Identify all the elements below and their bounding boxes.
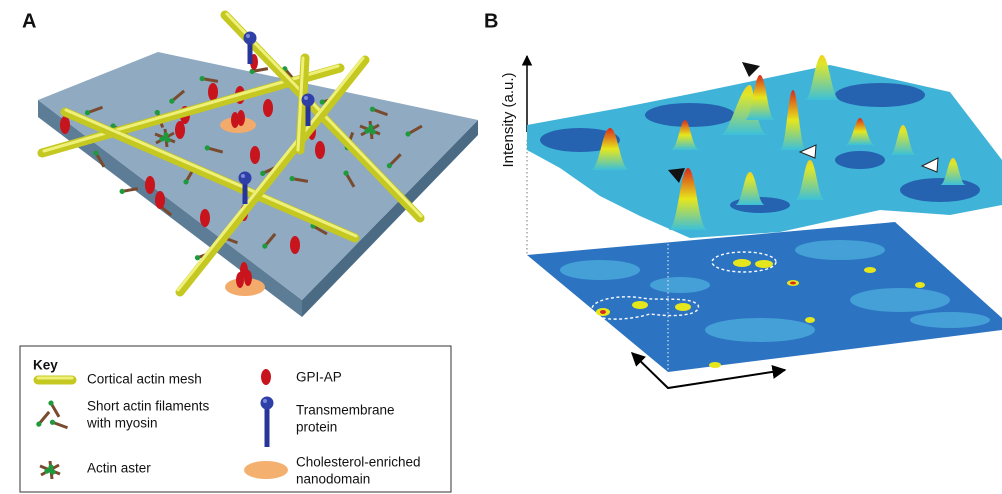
membrane-model-shape-shape <box>250 146 260 164</box>
intensity-plot-shape-shape <box>645 103 735 127</box>
intensity-plot-shape-shape <box>790 282 796 285</box>
membrane-model-shape-shape <box>315 141 325 159</box>
intensity-plot-shape-shape <box>709 362 721 368</box>
intensity-plot-shape-shape <box>560 260 640 280</box>
y-axis-label: Intensity (a.u.) <box>500 72 517 167</box>
intensity-plot-shape <box>742 62 760 77</box>
intensity-plot-shape-shape <box>675 303 691 311</box>
key-item: protein <box>296 420 337 435</box>
membrane-model-shape-shape <box>175 121 185 139</box>
key-item: Actin aster <box>87 461 151 476</box>
key-box-shape <box>244 461 288 479</box>
key-box-shape <box>261 369 271 385</box>
key-title: Key <box>33 358 58 373</box>
intensity-plot <box>527 55 1002 388</box>
key-item: Short actin filaments <box>87 399 210 414</box>
intensity-plot-shape-shape <box>900 178 980 202</box>
intensity-plot-shape-shape <box>910 312 990 328</box>
figure: A B <box>0 0 1002 494</box>
key-item: Cholesterol-enriched <box>296 455 421 470</box>
membrane-model-shape-shape <box>240 262 248 278</box>
intensity-plot-shape-shape <box>795 240 885 260</box>
intensity-plot-shape-shape <box>600 310 606 314</box>
intensity-plot-shape-shape <box>705 318 815 342</box>
intensity-plot-shape-shape <box>835 151 885 169</box>
membrane-model-shape-shape <box>155 191 165 209</box>
membrane-model-shape-shape <box>290 236 300 254</box>
membrane-model-shape-shape <box>145 176 155 194</box>
key-box-shape <box>20 346 451 492</box>
membrane-model-shape-shape <box>60 116 70 134</box>
intensity-plot-shape-shape <box>864 267 876 273</box>
key-item: with myosin <box>86 416 158 431</box>
membrane-model-shape-shape <box>237 110 245 126</box>
intensity-plot-shape-shape <box>850 288 950 312</box>
intensity-plot-shape-shape <box>915 282 925 288</box>
intensity-plot-shape-shape <box>755 260 773 268</box>
panel-label: A <box>22 10 36 32</box>
membrane-model-shape-shape <box>200 209 210 227</box>
key-box <box>20 346 451 492</box>
intensity-plot-shape-shape <box>835 83 925 107</box>
key-item: GPI-AP <box>296 370 342 385</box>
membrane-model <box>38 14 478 317</box>
key-item: Transmembrane <box>296 403 395 418</box>
intensity-plot-shape-shape <box>805 317 815 323</box>
intensity-plot-shape-shape <box>632 301 648 309</box>
key-item: Cortical actin mesh <box>87 372 202 387</box>
membrane-model-shape-shape <box>263 99 273 117</box>
panel-label: B <box>484 10 498 32</box>
intensity-plot-shape-shape <box>733 259 751 267</box>
membrane-model-shape-shape <box>208 83 218 101</box>
key-item: nanodomain <box>296 472 370 487</box>
intensity-plot-shape-shape <box>650 277 710 293</box>
